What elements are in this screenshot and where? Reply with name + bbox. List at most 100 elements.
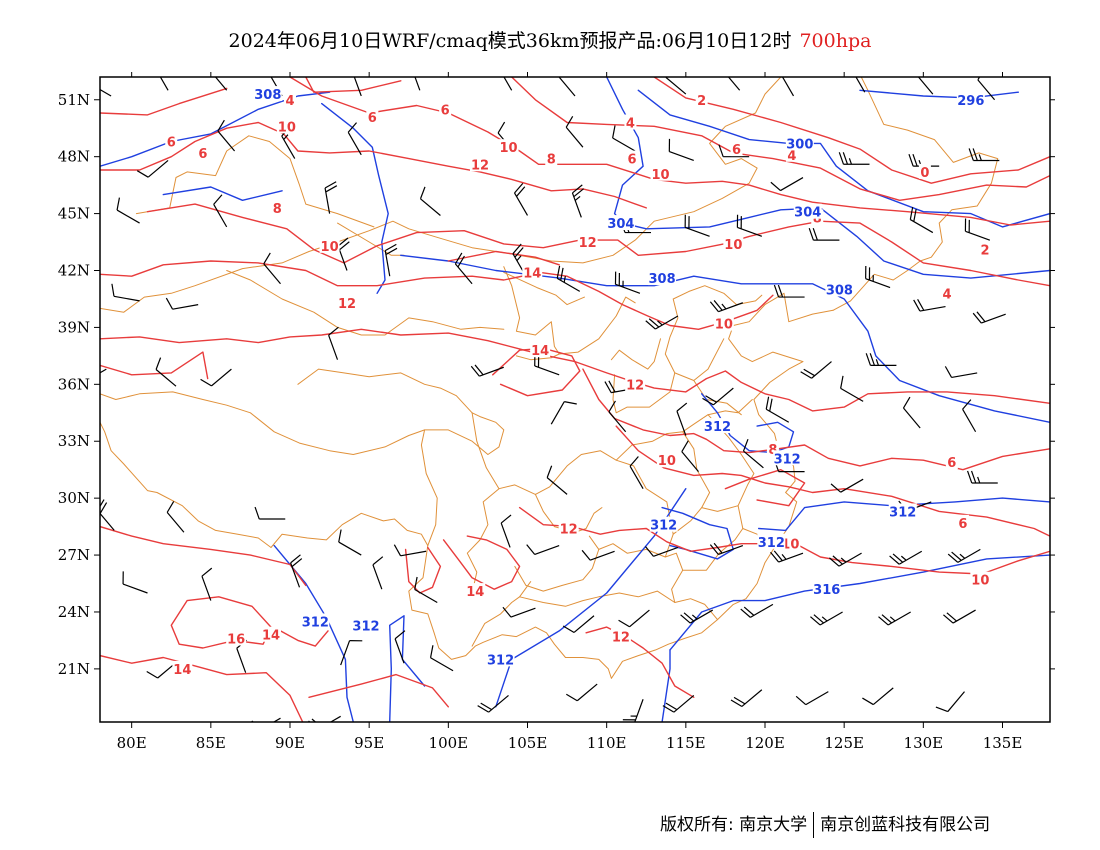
temperature-label-bg [713,315,734,331]
wind-barb-staff [565,126,584,148]
wind-barb-feather [842,152,849,165]
wind-barb-feather [665,77,667,78]
temperature-contour [308,673,449,708]
wind-barb-feather [912,153,918,167]
temperature-label: 6 [958,517,967,532]
wind-barb-feather [742,438,749,452]
temperature-label: 2 [697,94,706,109]
wind-barb-staff [612,137,636,152]
x-tick-label: 135E [983,734,1023,752]
wind-barb-feather [962,399,972,410]
wind-barb-feather [852,60,860,70]
wind-barb-feather [808,227,814,241]
wind-barb-feather [581,549,591,561]
wind-barb [612,125,636,152]
wind-barb-feather [946,612,957,622]
temperature-label: 10 [499,141,517,156]
height-label-bg [888,503,917,519]
wind-barb-feather [290,554,301,564]
x-tick-label: 90E [275,734,305,752]
height-label: 316 [813,583,840,598]
height-label: 304 [794,206,821,221]
temperature-label: 8 [768,443,777,458]
wind-barb [503,77,513,91]
wind-barb-feather [512,243,522,255]
wind-barb [414,77,421,91]
wind-barb-feather [777,284,784,298]
temperature-label-bg [656,452,677,468]
wind-barb-feather [865,353,871,366]
wind-barb-staff [689,609,714,624]
y-tick-label: 36N [58,375,90,393]
wind-barb [662,694,695,713]
x-tick-label: 115E [666,734,706,752]
wind-barb-feather [773,284,780,298]
wind-barb [347,122,362,156]
height-label-bg [825,281,854,297]
wind-barb-feather [944,366,953,378]
wind-barb-feather [977,77,981,81]
temperature-contours [100,77,1050,722]
wind-barb-feather [862,697,874,706]
wind-barb-feather [166,501,175,513]
wind-barb [201,567,213,601]
temperature-label: 10 [715,318,733,333]
border-line [707,414,755,507]
wind-barb-staff [116,209,140,224]
wind-barb-staff [615,283,641,294]
wind-barb-feather [680,614,691,624]
height-contour [389,615,426,722]
wind-barb-feather [645,320,656,330]
wind-barb-staff [384,250,391,277]
temperature-label-bg [498,139,519,155]
wind-barb-feather [429,645,434,658]
wind-barb-staff [840,478,864,493]
wind-barb-staff [550,401,565,425]
temperature-label-bg [172,660,193,676]
wind-barb [709,542,744,556]
wind-barb [328,326,339,360]
temperature-contour [279,630,329,647]
wind-barb [571,184,585,218]
temperature-label: 12 [338,297,356,312]
height-label-bg [606,215,635,231]
temperature-label-bg [465,583,486,599]
height-label-bg [703,418,732,434]
wind-barb-feather [111,283,115,297]
height-label: 312 [302,615,329,630]
wind-barb [962,399,977,433]
height-label-bg [956,91,985,107]
temperature-label: 10 [651,168,669,183]
wind-barb-staff [665,77,687,95]
height-contour [321,102,389,294]
wind-barb-staff [865,278,891,289]
temperature-contour [404,546,442,594]
border-line [498,399,753,495]
height-label: 296 [957,94,984,109]
border-line [615,459,674,535]
wind-barb-staff [608,411,627,433]
wind-barb [644,546,679,557]
y-tick-label: 21N [58,660,90,678]
wind-barb-staff [281,135,296,159]
wind-barb-feather [419,186,426,199]
border-line [693,380,742,416]
wind-barb-feather [338,529,342,543]
wind-barb-feather [514,182,524,194]
wind-barb [308,715,341,722]
wind-barb-feather [263,252,271,265]
temperature-label-bg [439,101,452,117]
wind-barbs [100,60,1006,722]
wind-barb [862,687,894,706]
wind-barb [909,206,934,234]
temperature-contour [305,77,402,93]
height-contour [859,89,1019,99]
wind-barb-feather [562,625,575,633]
wind-barb-staff [981,313,1006,324]
wind-barb-staff [414,588,438,604]
x-tick-label: 120E [745,734,785,752]
wind-barb-staff [902,407,921,429]
wind-barb-staff [263,263,281,285]
border-line [515,296,636,361]
temperature-label: 14 [262,629,280,644]
